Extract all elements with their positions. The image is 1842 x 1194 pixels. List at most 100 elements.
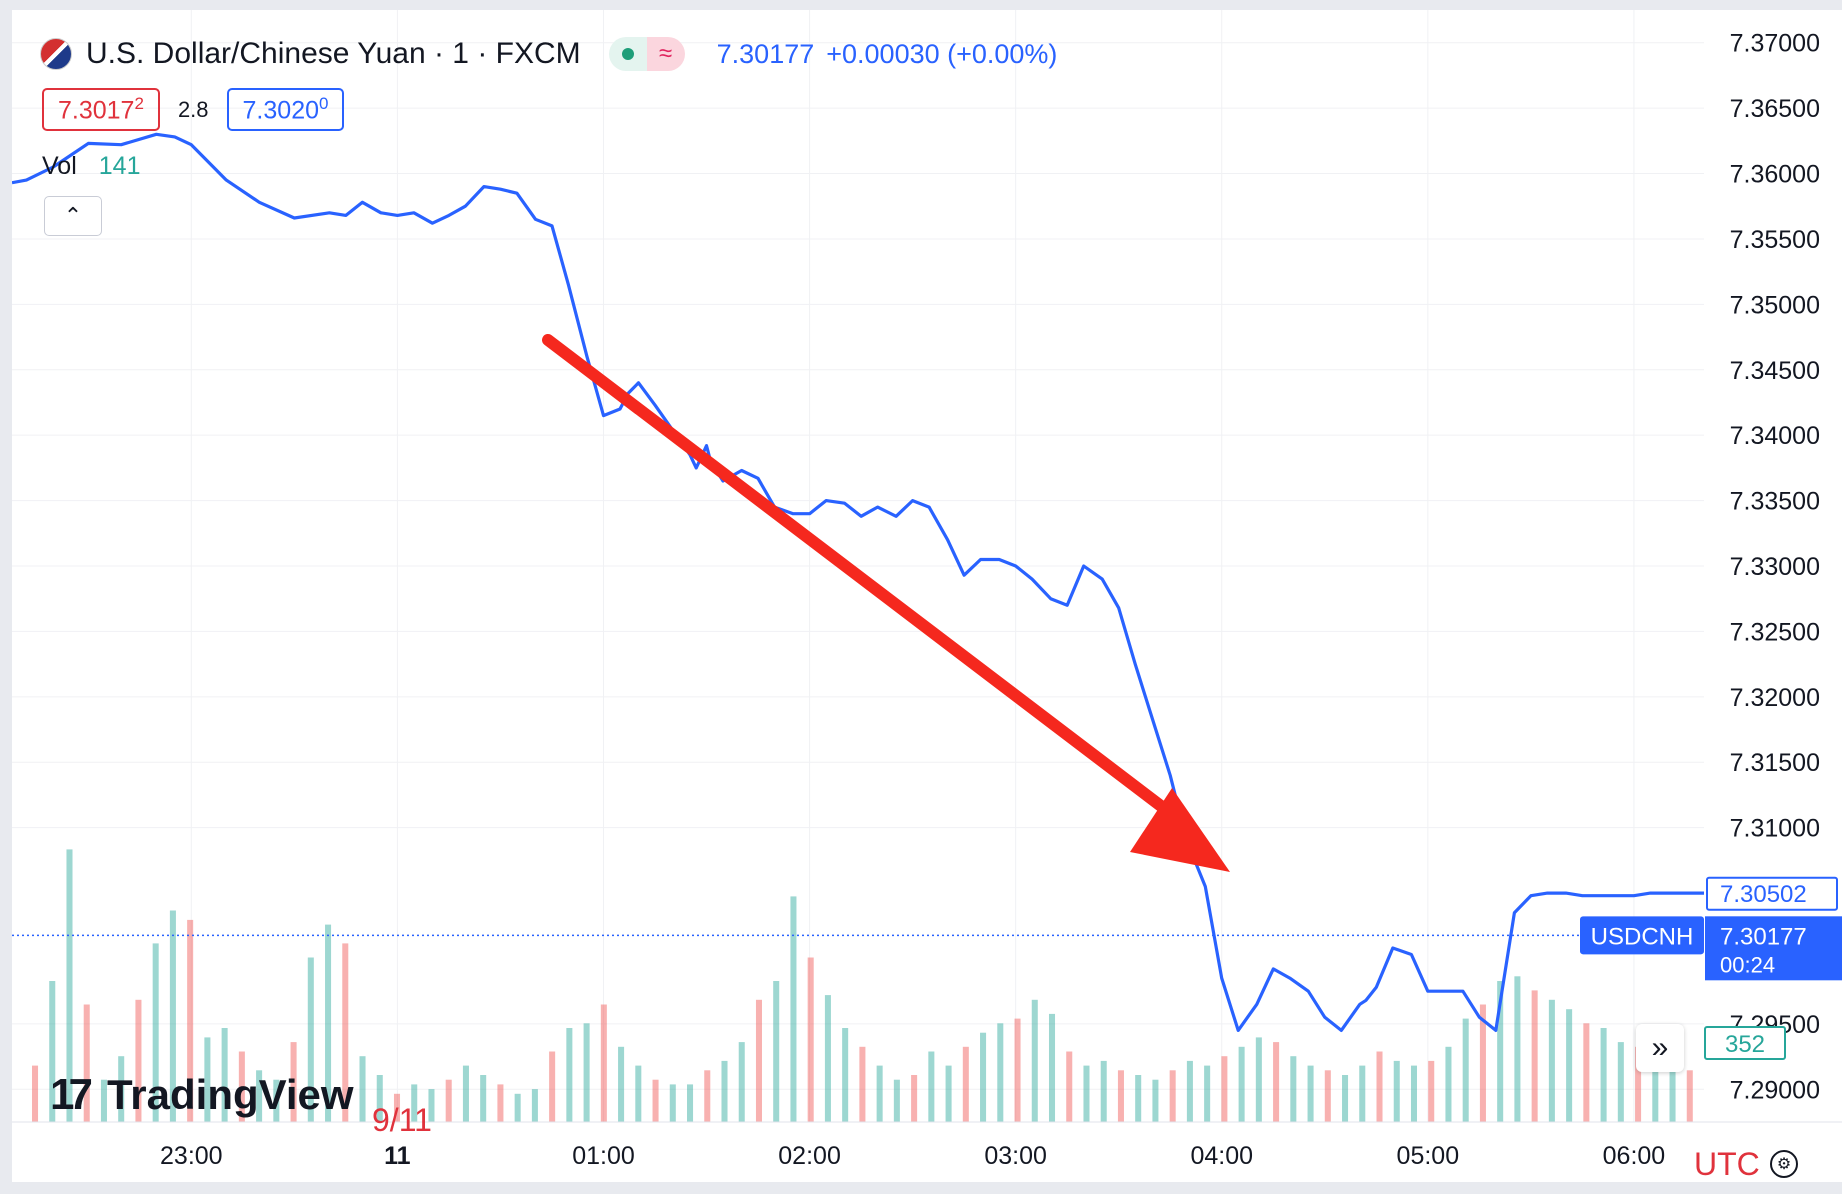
y-tick-label: 7.29000 — [1730, 1076, 1820, 1104]
volume-badge — [1704, 1026, 1786, 1060]
chart-frame: 7.37000 7.36500 7.36000 7.35500 7.35000 7.345… — [12, 10, 1842, 1182]
volume-bar — [411, 1084, 418, 1122]
volume-legend[interactable]: Vol 141 — [42, 152, 140, 181]
y-tick-label: 7.36500 — [1730, 95, 1820, 123]
volume-bar — [1290, 1056, 1297, 1122]
ask-button[interactable]: 7.30200 — [226, 88, 345, 132]
volume-bar — [1359, 1065, 1366, 1122]
volume-bar — [1583, 1023, 1590, 1122]
volume-bar — [187, 919, 194, 1122]
volume-bar — [824, 995, 831, 1122]
scroll-right-button[interactable]: » — [1636, 1024, 1684, 1072]
price-chart[interactable]: 7.37000 7.36500 7.36000 7.35500 7.35000 7.345… — [12, 10, 1842, 1182]
grid — [12, 10, 1704, 1122]
volume-bar — [1238, 1046, 1245, 1122]
y-tick-label: 7.35500 — [1730, 226, 1820, 254]
y-tick-label: 7.36000 — [1730, 161, 1820, 189]
volume-bar — [618, 1046, 625, 1122]
volume-bar — [1531, 990, 1538, 1122]
volume-bar — [204, 1037, 211, 1122]
market-status[interactable]: ≈ — [608, 37, 685, 71]
chart-header: U.S. Dollar/Chinese Yuan · 1 · FXCM ≈ 7.… — [40, 34, 1057, 74]
gear-icon[interactable]: ⚙ — [1770, 1150, 1798, 1178]
volume-bar — [997, 1023, 1004, 1122]
volume-bar — [1342, 1075, 1349, 1122]
volume-bar — [687, 1084, 694, 1122]
volume-bar — [1255, 1037, 1262, 1122]
volume-bar — [1135, 1075, 1142, 1122]
y-tick-label: 7.35000 — [1730, 291, 1820, 319]
volume-bar — [1445, 1046, 1452, 1122]
volume-bar — [600, 1004, 607, 1122]
volume-value: 141 — [98, 152, 141, 180]
volume-bar — [1083, 1065, 1090, 1122]
volume-bar — [1031, 999, 1038, 1122]
volume-bar — [1186, 1060, 1193, 1122]
y-tick-label: 7.33000 — [1730, 553, 1820, 581]
volume-bar — [480, 1075, 487, 1122]
volume-bar — [1014, 1018, 1021, 1122]
logo-text: TradingView — [106, 1071, 354, 1118]
volume-bar — [566, 1028, 573, 1122]
timezone-label[interactable]: UTC — [1694, 1146, 1760, 1182]
bid-sup: 2 — [134, 94, 144, 113]
volume-bars — [32, 849, 1693, 1122]
volume-bar — [1152, 1079, 1159, 1122]
volume-bar — [290, 1042, 297, 1122]
volume-bar — [962, 1046, 969, 1122]
prev-price-badge — [1706, 876, 1838, 911]
volume-bar — [118, 1056, 125, 1122]
y-tick-label: 7.34000 — [1730, 422, 1820, 450]
symbol-title[interactable]: U.S. Dollar/Chinese Yuan · 1 · FXCM — [86, 37, 581, 70]
trend-arrow — [542, 334, 1230, 872]
volume-bar — [428, 1089, 435, 1122]
ask-sup: 0 — [319, 94, 329, 113]
volume-bar — [1204, 1065, 1211, 1122]
volume-bar — [307, 957, 314, 1122]
volume-bar — [462, 1065, 469, 1122]
volume-bar — [1393, 1060, 1400, 1122]
volume-bar — [66, 849, 73, 1122]
volume-bar — [1462, 1018, 1469, 1122]
volume-bar — [49, 981, 56, 1122]
volume-bar — [980, 1032, 987, 1122]
volume-axis-label: 352 — [1725, 1031, 1765, 1058]
volume-bar — [911, 1075, 918, 1122]
volume-bar — [859, 1046, 866, 1122]
volume-bar — [393, 1093, 401, 1122]
volume-bar — [1686, 1070, 1693, 1122]
bid-main: 7.3017 — [58, 96, 135, 125]
volume-bar — [928, 1051, 935, 1122]
tradingview-logo-icon: 17 — [50, 1070, 93, 1119]
x-tick-label: 03:00 — [984, 1142, 1047, 1170]
tradingview-logo[interactable]: 17 TradingView — [50, 1070, 354, 1120]
chevron-up-icon: ⌃ — [63, 203, 83, 228]
volume-bar — [1169, 1070, 1176, 1122]
volume-bar — [83, 1004, 90, 1122]
volume-bar — [1566, 1009, 1573, 1122]
volume-bar — [273, 1079, 280, 1122]
volume-bar — [152, 943, 159, 1122]
y-tick-label: 7.33500 — [1730, 488, 1820, 516]
volume-bar — [100, 1079, 107, 1122]
volume-bar — [325, 924, 332, 1122]
volume-bar — [1497, 981, 1504, 1122]
volume-bar — [1600, 1028, 1607, 1122]
bid-ask-row: 7.30172 2.8 7.30200 — [42, 88, 345, 132]
volume-bar — [256, 1070, 263, 1122]
y-tick-label: 7.31500 — [1730, 749, 1820, 777]
axes: 7.37000 7.36500 7.36000 7.35500 7.35000 7.345… — [12, 30, 1842, 1170]
volume-bar — [945, 1065, 952, 1122]
status-dot-icon — [621, 48, 634, 60]
volume-bar — [1548, 999, 1555, 1122]
volume-bar — [531, 1089, 538, 1122]
bid-button[interactable]: 7.30172 — [42, 88, 160, 132]
volume-bar — [773, 981, 780, 1122]
x-tick-label: 02:00 — [778, 1142, 841, 1170]
volume-bar — [342, 943, 349, 1122]
price-line-layer — [12, 132, 1704, 1032]
volume-bar — [1428, 1060, 1435, 1122]
countdown-label: 00:24 — [1720, 952, 1775, 977]
collapse-legend-button[interactable]: ⌃ — [44, 196, 102, 236]
volume-bar — [497, 1084, 504, 1122]
